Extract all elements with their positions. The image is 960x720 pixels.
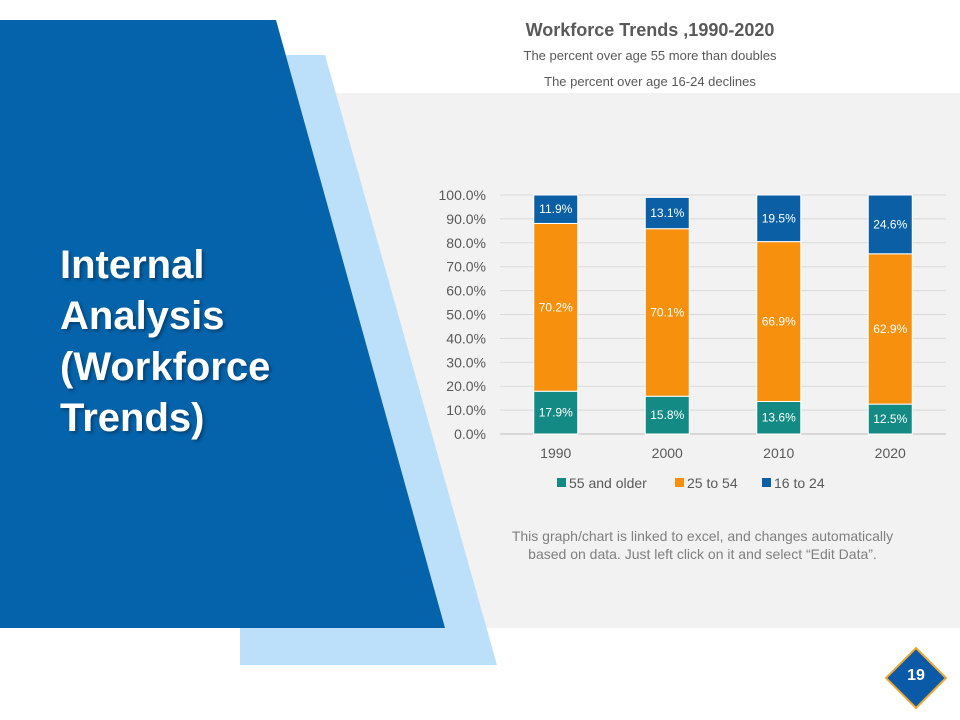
- y-tick-label: 90.0%: [446, 211, 486, 227]
- legend-label: 55 and older: [569, 475, 647, 491]
- x-tick-label: 2020: [875, 445, 906, 461]
- x-tick-label: 2000: [652, 445, 683, 461]
- data-label: 13.6%: [762, 411, 796, 425]
- legend-swatch: [762, 478, 771, 487]
- data-label: 15.8%: [650, 408, 684, 422]
- legend-swatch: [557, 478, 566, 487]
- y-tick-label: 50.0%: [446, 307, 486, 323]
- y-tick-label: 60.0%: [446, 283, 486, 299]
- y-tick-label: 70.0%: [446, 259, 486, 275]
- chart-note-line: This graph/chart is linked to excel, and…: [511, 528, 894, 544]
- data-label: 13.1%: [650, 206, 684, 220]
- bar-segment[interactable]: [756, 194, 802, 243]
- page-number: 19: [907, 667, 925, 684]
- chart-bars: [533, 194, 913, 435]
- bar-segment[interactable]: [644, 395, 690, 435]
- y-tick-label: 40.0%: [446, 330, 486, 346]
- chart-subtitle: The percent over age 16-24 declines: [544, 74, 756, 89]
- y-tick-label: 80.0%: [446, 235, 486, 251]
- blue-title-shape: [0, 20, 445, 628]
- data-label: 17.9%: [539, 406, 573, 420]
- page-badge-diamond: [884, 646, 948, 710]
- bar-segment[interactable]: [644, 228, 690, 397]
- data-label: 19.5%: [762, 211, 796, 225]
- slide-title-line: Analysis: [60, 294, 225, 338]
- bar-segment[interactable]: [533, 390, 579, 435]
- y-tick-label: 0.0%: [454, 426, 486, 442]
- slide-title-line: Trends): [60, 396, 205, 440]
- data-label: 62.9%: [873, 322, 907, 336]
- y-tick-label: 100.0%: [439, 187, 486, 203]
- y-tick-label: 10.0%: [446, 402, 486, 418]
- slide-title: Internal Analysis (Workforce Trends): [60, 240, 320, 444]
- x-tick-label: 2010: [763, 445, 794, 461]
- legend-label: 16 to 24: [774, 475, 825, 491]
- bar-segment[interactable]: [644, 196, 690, 230]
- bar-segment[interactable]: [756, 400, 802, 435]
- data-label: 70.1%: [650, 305, 684, 319]
- data-label: 70.2%: [539, 300, 573, 314]
- page-badge: [884, 646, 948, 710]
- data-label: 11.9%: [539, 202, 572, 216]
- legend-swatch: [675, 478, 684, 487]
- chart-note-line: based on data. Just left click on it and…: [528, 546, 877, 562]
- data-label: 66.9%: [762, 315, 796, 329]
- bar-segment[interactable]: [867, 253, 913, 405]
- x-tick-label: 1990: [540, 445, 571, 461]
- bar-segment[interactable]: [533, 194, 579, 224]
- chart-subtitle: The percent over age 55 more than double…: [523, 48, 777, 63]
- bar-segment[interactable]: [867, 194, 913, 255]
- y-tick-label: 30.0%: [446, 354, 486, 370]
- data-label: 12.5%: [873, 412, 907, 426]
- slide-title-line: Internal: [60, 243, 205, 287]
- slide-title-line: (Workforce: [60, 345, 271, 389]
- chart-note: This graph/chart is linked to excel, and…: [490, 527, 915, 563]
- chart-labels: 17.9% 70.2% 11.9% 1990 15.8% 70.1% 13.1% 2000 13…: [539, 202, 908, 461]
- data-label: 24.6%: [873, 217, 907, 231]
- legend-label: 25 to 54: [687, 475, 738, 491]
- y-tick-label: 20.0%: [446, 378, 486, 394]
- chart-title: Workforce Trends ,1990-2020: [525, 20, 775, 40]
- chart-legend: 55 and older 25 to 54 16 to 24: [557, 475, 825, 491]
- bar-segment[interactable]: [756, 241, 802, 402]
